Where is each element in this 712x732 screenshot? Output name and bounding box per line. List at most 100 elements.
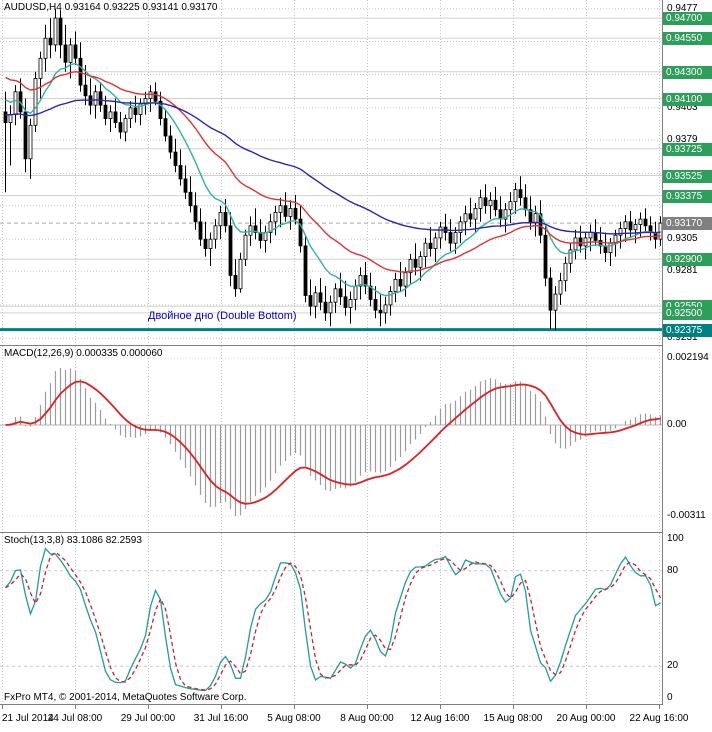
- macd-panel[interactable]: [0, 346, 662, 533]
- candle-body: [453, 232, 458, 244]
- candle-body: [458, 221, 463, 233]
- candle-body: [313, 292, 318, 307]
- candle-body: [373, 299, 378, 311]
- time-axis-label: 20 Aug 00:00: [556, 713, 616, 724]
- candle-body: [498, 209, 503, 220]
- candle-body: [483, 197, 488, 207]
- candle-body: [283, 205, 288, 217]
- candle-body: [203, 238, 208, 249]
- time-axis-label: 21 Jul 2014: [2, 713, 54, 724]
- candle-body: [353, 285, 358, 300]
- price-level-badge: 0.92900: [663, 253, 712, 267]
- candle-body: [68, 44, 73, 63]
- candle-body: [28, 124, 33, 160]
- candle-body: [53, 17, 58, 46]
- candle-body: [253, 225, 258, 233]
- price-level-badge: 0.94300: [663, 65, 712, 79]
- candle-body: [623, 221, 628, 229]
- stochastic-panel[interactable]: [0, 533, 662, 705]
- candle-body: [288, 207, 293, 217]
- price-level-badge: 0.92500: [663, 306, 712, 320]
- stoch-scale-label: 20: [667, 660, 679, 672]
- stochastic-header: Stoch(13,3,8) 83.1086 82.2593: [4, 535, 142, 546]
- candle-body: [238, 258, 243, 290]
- candle-body: [493, 199, 498, 211]
- candle-body: [423, 242, 428, 257]
- candle-body: [368, 285, 373, 300]
- stoch-d-line: [5, 551, 662, 691]
- candle-body: [218, 211, 223, 227]
- macd-signal-line: [5, 380, 661, 505]
- candle-body: [598, 240, 603, 247]
- candle-body: [593, 232, 598, 241]
- price-level-badge: 0.94700: [663, 12, 712, 26]
- candle-body: [38, 57, 43, 79]
- price-chart-canvas[interactable]: [0, 0, 662, 345]
- moving-average-slow-line: [5, 99, 661, 235]
- candle-body: [638, 218, 643, 225]
- candle-body: [358, 274, 363, 287]
- time-axis-tick: [75, 705, 76, 709]
- candle-body: [178, 165, 183, 180]
- macd-scale-label: 0.00: [667, 419, 687, 430]
- candle-body: [103, 104, 108, 119]
- candle-body: [213, 225, 218, 240]
- time-axis-tick: [148, 705, 149, 709]
- price-axis[interactable]: 0.94770.94030.93790.93050.92810.92560.92…: [662, 0, 712, 705]
- time-axis-tick: [294, 705, 295, 709]
- time-axis-tick: [221, 705, 222, 709]
- candle-body: [568, 249, 573, 264]
- price-level-badge: 0.94100: [663, 92, 712, 106]
- stoch-scale-label: 80: [667, 564, 679, 576]
- candle-body: [298, 218, 303, 247]
- stoch-scale-label: 100: [667, 533, 684, 544]
- candle-body: [98, 91, 103, 106]
- candle-body: [248, 225, 253, 236]
- candle-body: [13, 91, 18, 116]
- moving-average-mid-line: [5, 70, 661, 273]
- candle-body: [133, 107, 138, 116]
- price-level-badge: 0.92375: [663, 323, 712, 337]
- candle-body: [263, 232, 268, 241]
- candle-body: [228, 225, 233, 276]
- candle-body: [233, 274, 238, 290]
- time-axis-tick: [2, 705, 3, 709]
- candle-body: [3, 111, 8, 124]
- candle-body: [48, 37, 53, 46]
- candle-body: [523, 197, 528, 211]
- macd-canvas[interactable]: [0, 346, 662, 532]
- candle-body: [8, 114, 13, 123]
- time-axis-label: 31 Jul 16:00: [193, 713, 249, 724]
- price-chart-panel[interactable]: [0, 0, 662, 346]
- stochastic-canvas[interactable]: [0, 533, 662, 704]
- candle-body: [33, 78, 38, 126]
- time-axis-tick: [367, 705, 368, 709]
- current-price-badge: 0.93170: [663, 217, 712, 231]
- candle-body: [448, 232, 453, 244]
- candle-body: [603, 245, 608, 253]
- candle-body: [123, 118, 128, 133]
- double-bottom-annotation: Двойное дно (Double Bottom): [148, 310, 297, 322]
- candle-body: [628, 221, 633, 231]
- candle-body: [438, 226, 443, 239]
- candle-body: [393, 278, 398, 292]
- price-level-badge: 0.93725: [663, 142, 712, 156]
- candle-body: [188, 191, 193, 207]
- price-grid-label: 0.9379: [667, 134, 698, 145]
- candle-body: [563, 262, 568, 282]
- time-axis[interactable]: 21 Jul 2014 24 Jul 08:00 29 Jul 00:00 31 Ju…: [0, 705, 712, 732]
- candle-body: [383, 304, 388, 314]
- stoch-scale-label: 0: [667, 692, 673, 703]
- candle-body: [408, 258, 413, 274]
- candle-body: [573, 237, 578, 251]
- candle-body: [58, 17, 63, 46]
- candle-body: [513, 189, 518, 203]
- candle-body: [173, 151, 178, 166]
- time-axis-label: 8 Aug 00:00: [340, 713, 394, 724]
- candle-body: [243, 234, 248, 260]
- price-grid-label: 0.9281: [667, 265, 698, 277]
- candle-body: [478, 197, 483, 209]
- price-grid-label: 0.9305: [667, 233, 698, 245]
- candle-body: [43, 37, 48, 59]
- moving-average-fast-line: [5, 62, 661, 297]
